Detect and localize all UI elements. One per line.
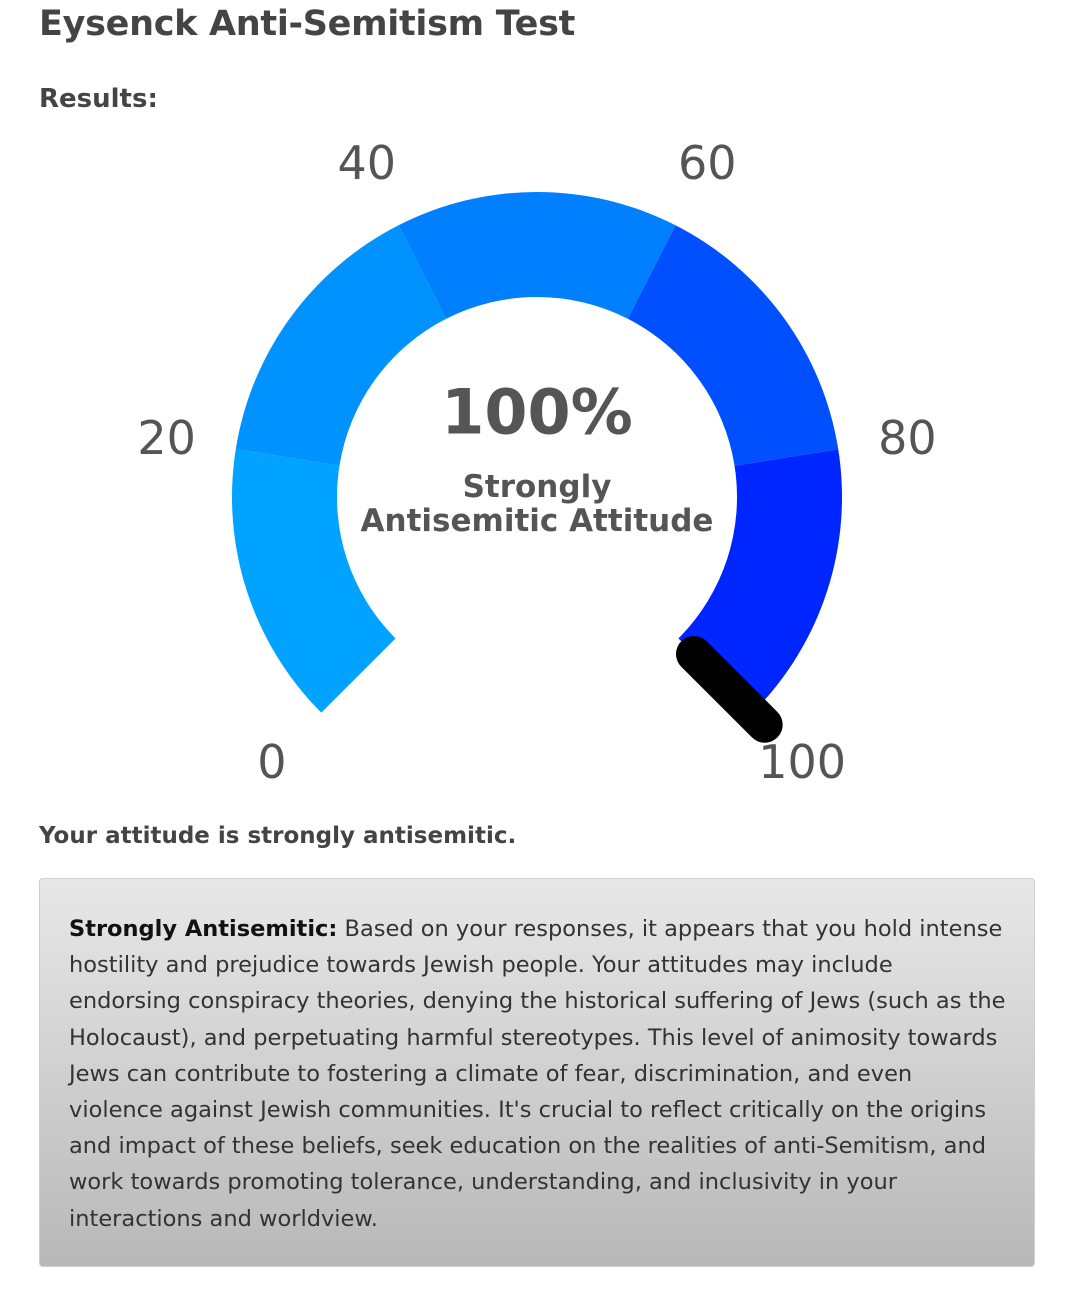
result-category-label: Strongly Antisemitic: <box>69 916 338 942</box>
gauge-tick-label: 20 <box>137 411 196 466</box>
gauge-segment-4 <box>627 225 839 466</box>
gauge-segment-1 <box>232 449 396 713</box>
gauge-tick-label: 0 <box>257 735 287 790</box>
gauge-tick-label: 100 <box>758 735 847 790</box>
gauge-needle <box>675 635 783 743</box>
gauge-segments <box>232 191 842 713</box>
gauge-svg <box>232 191 842 743</box>
gauge-tick-label: 60 <box>677 135 737 190</box>
gauge-value: 100% <box>441 375 633 449</box>
gauge-caption-line2: Antisemitic Attitude <box>360 503 714 539</box>
gauge-caption-line1: Strongly <box>462 469 612 505</box>
result-description-box: Strongly Antisemitic: Based on your resp… <box>39 878 1035 1267</box>
gauge-tick-label: 80 <box>878 411 937 466</box>
page-title: Eysenck Anti-Semitism Test <box>39 4 576 44</box>
gauge-caption: Strongly Antisemitic Attitude <box>327 470 747 538</box>
gauge-segment-3 <box>398 191 676 319</box>
gauge-segment-5 <box>678 449 842 713</box>
gauge-segment-2 <box>235 225 447 466</box>
gauge-tick-label: 40 <box>337 135 397 190</box>
results-heading: Results: <box>39 84 158 114</box>
result-summary: Your attitude is strongly antisemitic. <box>39 823 517 849</box>
result-description: Based on your responses, it appears that… <box>69 916 1006 1232</box>
score-gauge: 0 20 40 60 80 100 100% Strongly Antisemitic A… <box>0 136 1075 800</box>
